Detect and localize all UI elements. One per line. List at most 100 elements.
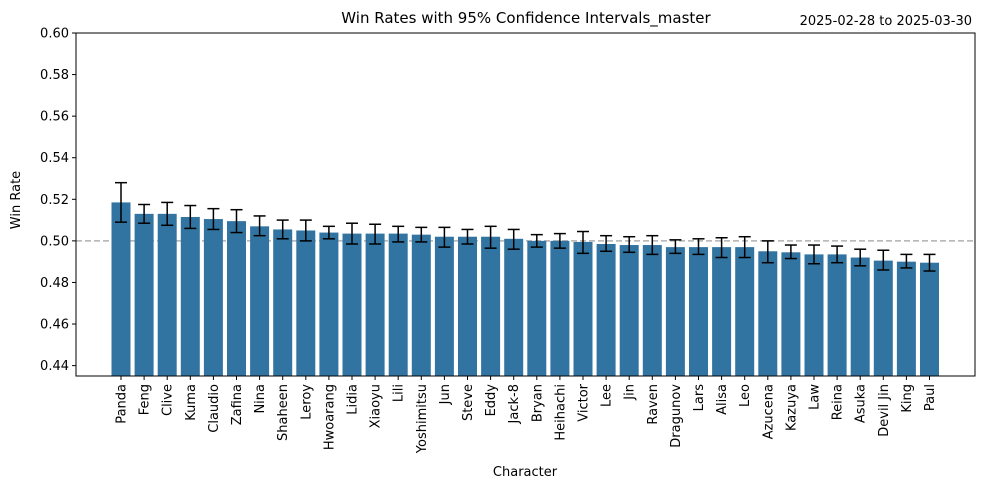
error-bar [184,204,197,230]
y-tick-label: 0.48 [40,276,69,291]
x-tick-label: Nina [253,384,268,414]
y-tick-label: 0.52 [40,193,69,208]
x-tick-label: Heihachi [553,384,568,441]
date-range-label: 2025-02-28 to 2025-03-30 [800,14,972,29]
x-tick-label: Zafina [230,384,245,425]
error-bar [854,248,867,267]
error-bar [484,225,497,249]
x-tick-label: Shaheen [276,384,291,441]
x-tick-label: Clive [161,384,176,416]
error-bar [761,240,774,264]
error-bars [115,181,936,272]
error-bar [923,253,936,272]
bar-kazuya [781,252,801,376]
bar-heihachi [550,240,570,376]
error-bar [900,253,913,269]
error-bar [253,215,266,237]
x-tick-label: Alisa [715,384,730,415]
error-bar [369,223,382,245]
x-tick-label: Hwoarang [322,384,337,450]
bar-alisa [712,247,732,376]
error-bar [207,207,220,231]
x-tick-label: Victor [577,383,592,421]
x-tick-label: Reina [831,384,846,420]
bar-lee [596,243,616,376]
y-tick-label: 0.46 [40,318,69,333]
x-tick-label: Lili [392,384,407,402]
y-tick-label: 0.60 [40,27,69,42]
error-bar [415,226,428,243]
x-tick-label: Paul [923,384,938,411]
error-bar [831,245,844,264]
y-tick-label: 0.58 [40,68,69,83]
bar-leo [735,247,755,376]
bar-steve [458,236,477,376]
bar-jun [434,236,454,376]
x-tick-label: Law [808,384,823,410]
x-tick-label: Bryan [530,384,545,422]
error-bar [346,222,358,245]
x-tick-label: Panda [115,384,130,424]
x-tick-label: Leroy [299,384,314,420]
x-tick-label: Leo [738,384,753,407]
error-bar [392,225,405,243]
error-bar [646,234,659,256]
x-axis-ticks: Panda Feng Clive Kuma Claudio Zafina Nina Shahe… [115,376,938,454]
x-tick-label: Raven [646,384,661,425]
bar-hwoarang [319,232,339,376]
error-bar [738,235,751,259]
bar-xiaoyu [365,233,385,376]
error-bar [138,203,151,224]
error-bar [692,238,705,256]
y-tick-label: 0.54 [40,151,69,166]
error-bar [553,232,566,249]
x-axis-label: Character [493,465,558,480]
error-bar [161,201,174,227]
bar-asuka [850,257,870,376]
bar-victor [573,241,593,376]
bar-yoshimitsu [411,234,431,376]
error-bar [600,234,613,253]
x-tick-label: Feng [138,384,153,415]
y-axis-ticks: 0.44 0.46 0.48 0.50 0.52 0.54 0.56 0.58 0.60 [40,27,76,374]
bar-kuma [180,216,200,376]
y-tick-label: 0.50 [40,234,69,249]
error-bar [784,244,797,260]
error-bar [230,208,243,234]
bar-azucena [758,251,778,376]
bar-panda [111,202,131,376]
error-bar [808,244,820,265]
bar-claudio [203,219,223,376]
x-tick-label: Jack-8 [507,384,522,424]
x-tick-label: Claudio [207,384,222,433]
x-tick-label: Eddy [484,384,499,417]
x-tick-label: Xiaoyu [369,384,384,428]
x-tick-label: Lidia [346,384,361,415]
y-axis-label: Win Rate [9,171,24,229]
x-tick-label: Devil Jin [877,384,892,437]
bar-feng [134,213,154,376]
error-bar [623,235,636,254]
error-bar [877,249,890,271]
x-tick-label: Asuka [854,384,869,423]
error-bar [461,228,474,245]
bar-leroy [296,230,316,376]
bar-lidia [342,233,362,376]
x-tick-label: Lee [600,384,615,407]
bar-lars [689,247,708,376]
bar-bryan [527,240,547,376]
chart-title: Win Rates with 95% Confidence Intervals_… [341,9,711,28]
x-tick-label: Jun [438,384,453,405]
bar-zafina [227,221,246,376]
error-bar [669,239,682,255]
error-bar [438,226,451,248]
x-tick-label: Dragunov [669,384,684,448]
bar-law [804,254,824,376]
x-tick-label: Steve [461,384,476,421]
plot-frame [75,32,976,377]
bar-raven [642,245,662,376]
bar-nina [250,226,270,376]
x-tick-label: Kazuya [784,384,799,431]
bar-eddy [481,236,501,376]
